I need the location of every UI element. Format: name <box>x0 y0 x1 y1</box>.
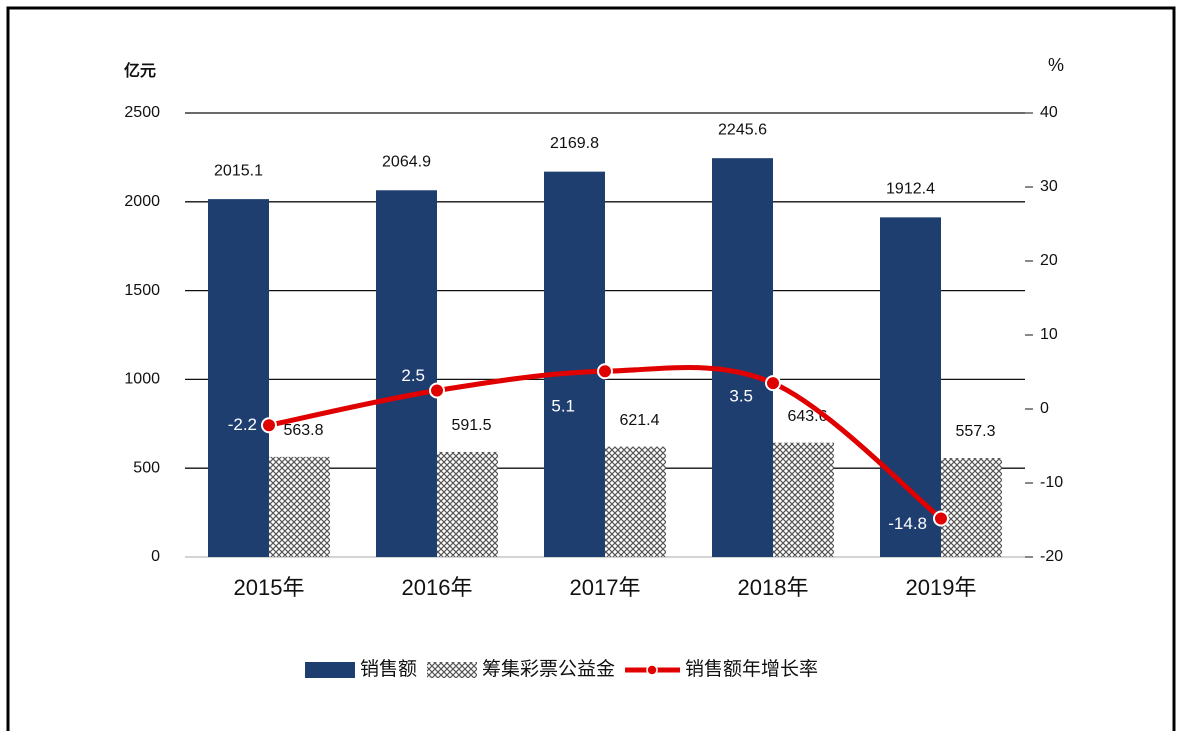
bar <box>605 446 666 557</box>
legend-label: 筹集彩票公益金 <box>482 658 615 680</box>
line-value-label: 3.5 <box>729 387 753 406</box>
line-marker <box>429 382 445 399</box>
x-tick-label: 2019年 <box>906 575 977 600</box>
bar-value-label: 621.4 <box>619 412 659 429</box>
legend-swatch <box>305 662 355 678</box>
bar <box>437 451 498 557</box>
bar <box>544 171 605 557</box>
y2-tick-label: 40 <box>1040 104 1058 121</box>
bar <box>712 158 773 557</box>
line-value-label: 5.1 <box>551 397 575 416</box>
y-tick-label: 0 <box>151 548 160 565</box>
legend-label: 销售额年增长率 <box>685 658 818 680</box>
y-tick-label: 1000 <box>124 371 160 388</box>
y-tick-label: 2500 <box>124 104 160 121</box>
bar-value-label: 557.3 <box>955 423 995 440</box>
bar <box>376 190 437 558</box>
line-value-label: -14.8 <box>888 514 927 533</box>
bar-value-label: 2245.6 <box>718 121 767 138</box>
y2-axis-label: % <box>1048 55 1064 75</box>
bar-value-label: 2015.1 <box>214 162 263 179</box>
bar <box>880 217 941 557</box>
y2-tick-label: 20 <box>1040 252 1058 269</box>
line-marker <box>933 510 949 527</box>
bar <box>269 456 330 557</box>
bar-value-label: 2064.9 <box>382 153 431 170</box>
y-tick-label: 1500 <box>124 282 160 299</box>
x-tick-label: 2018年 <box>738 575 809 600</box>
y-axis-label: 亿元 <box>124 61 156 80</box>
y2-tick-label: 0 <box>1040 400 1049 417</box>
line-marker <box>261 417 277 434</box>
bar-value-label: 563.8 <box>283 422 323 439</box>
bar-value-label: 591.5 <box>451 417 491 434</box>
bar-value-label: 2169.8 <box>550 135 599 152</box>
line-marker <box>597 363 613 380</box>
legend-swatch <box>427 662 478 678</box>
bar <box>773 442 834 557</box>
line-value-label: 2.5 <box>401 366 425 385</box>
bar-value-label: 1912.4 <box>886 181 935 198</box>
line-marker <box>765 375 781 392</box>
frame <box>6 6 1176 736</box>
y2-tick-label: -20 <box>1040 548 1063 565</box>
line-value-label: -2.2 <box>228 415 257 434</box>
y2-tick-label: -10 <box>1040 474 1063 491</box>
x-tick-label: 2017年 <box>570 575 641 600</box>
y-tick-label: 500 <box>133 459 160 476</box>
y2-tick-label: 10 <box>1040 326 1058 343</box>
x-tick-label: 2015年 <box>234 575 305 600</box>
bar <box>941 458 1002 557</box>
y2-tick-label: 30 <box>1040 178 1058 195</box>
legend-label: 销售额 <box>360 658 417 680</box>
y-tick-label: 2000 <box>124 193 160 210</box>
bar <box>208 199 269 558</box>
legend-swatch <box>646 664 658 676</box>
x-tick-label: 2016年 <box>402 575 473 600</box>
